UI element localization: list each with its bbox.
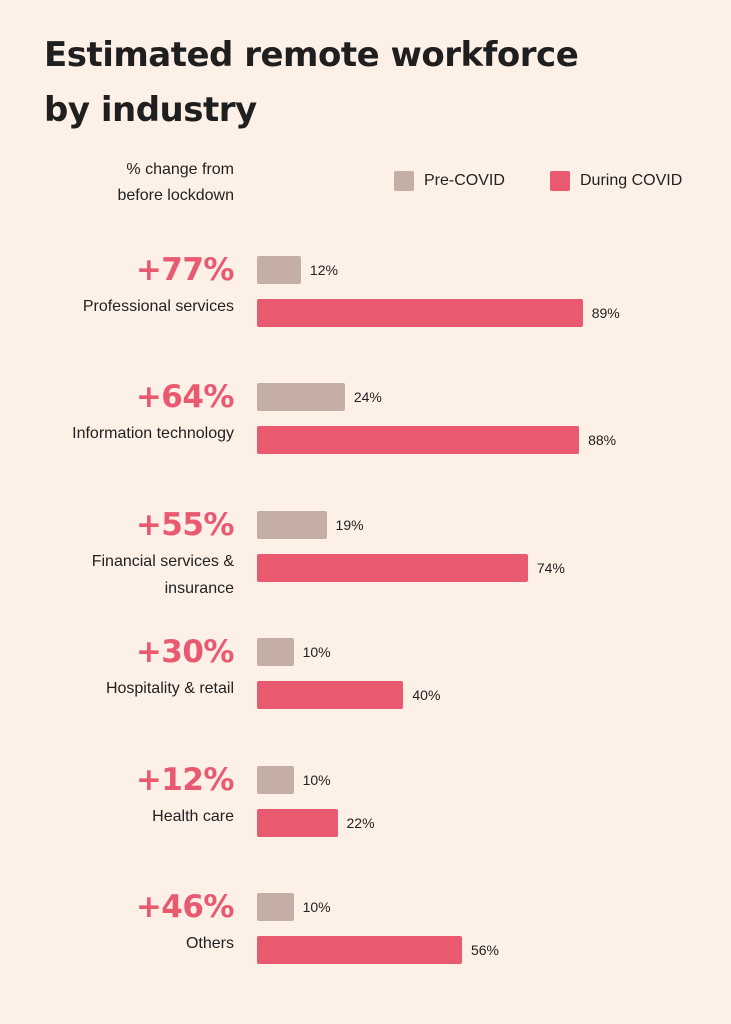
category-label: Hospitality & retail <box>24 675 234 702</box>
legend-swatch-during-covid <box>550 171 570 191</box>
category-label: Health care <box>24 803 234 830</box>
legend-item-pre-covid: Pre-COVID <box>394 170 505 192</box>
value-label-during-covid: 22% <box>346 814 375 831</box>
chart-subtitle-line-2: before lockdown <box>117 187 234 204</box>
change-percent: +12% <box>135 761 235 798</box>
category-label: Information technology <box>24 420 234 447</box>
value-label-pre-covid: 10% <box>302 899 331 915</box>
value-label-pre-covid: 24% <box>353 389 382 406</box>
category-label-line: Others <box>185 935 234 952</box>
chart-title: Estimated remote workforce by industry <box>44 28 684 138</box>
bar-during-covid <box>257 681 404 710</box>
bar-pre-covid <box>257 510 327 539</box>
chart-subtitle-line-1: % change from <box>126 161 234 178</box>
change-percent: +64% <box>135 379 235 416</box>
value-label-during-covid: 88% <box>588 432 617 449</box>
legend-swatch-pre-covid <box>394 171 414 191</box>
category-label: Others <box>24 930 234 957</box>
chart-subtitle: % change from before lockdown <box>44 157 234 209</box>
bar-during-covid <box>257 553 528 582</box>
category-label-line: Health care <box>152 807 234 825</box>
value-label-pre-covid: 10% <box>302 644 331 661</box>
bar-pre-covid <box>257 256 301 284</box>
category-label: Financial services & insurance <box>24 548 234 602</box>
legend-item-during-covid: During COVID <box>550 170 682 192</box>
change-percent: +77% <box>135 252 235 288</box>
change-percent: +46% <box>135 889 235 925</box>
bar-pre-covid <box>257 638 294 667</box>
bar-pre-covid <box>257 765 294 794</box>
value-label-pre-covid: 12% <box>309 262 338 278</box>
value-label-during-covid: 40% <box>412 687 441 704</box>
change-percent: +30% <box>135 634 235 671</box>
chart-title-line-1: Estimated remote workforce <box>44 35 579 75</box>
category-label: Professional services <box>24 293 234 320</box>
bar-during-covid <box>257 808 338 837</box>
category-label-line: Hospitality & retail <box>105 680 234 698</box>
category-label-line: insurance <box>164 579 234 597</box>
bar-pre-covid <box>257 893 294 921</box>
value-label-pre-covid: 10% <box>302 771 331 788</box>
legend-label-pre-covid: Pre-COVID <box>424 172 505 189</box>
change-percent: +55% <box>135 506 235 543</box>
value-label-during-covid: 89% <box>591 305 620 321</box>
value-label-during-covid: 74% <box>536 559 565 576</box>
value-label-during-covid: 56% <box>470 942 499 958</box>
category-label-line: Information technology <box>72 425 234 443</box>
bar-during-covid <box>257 299 583 327</box>
value-label-pre-covid: 19% <box>335 516 364 533</box>
bar-during-covid <box>257 426 580 455</box>
bar-pre-covid <box>257 383 345 412</box>
category-label-line: Financial services & <box>91 552 234 570</box>
bar-during-covid <box>257 936 462 964</box>
chart-title-line-2: by industry <box>44 90 257 130</box>
legend-label-during-covid: During COVID <box>580 172 683 189</box>
category-label-line: Professional services <box>82 298 234 315</box>
